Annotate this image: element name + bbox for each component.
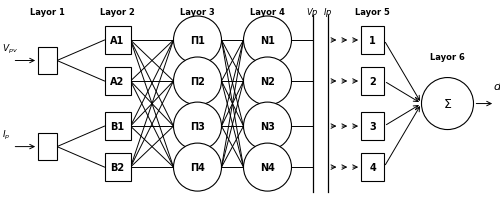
Text: Π2: Π2 — [190, 77, 205, 86]
Ellipse shape — [422, 78, 474, 130]
Ellipse shape — [174, 58, 222, 105]
Text: 3: 3 — [369, 122, 376, 131]
Bar — [361, 112, 384, 141]
Bar — [361, 153, 384, 182]
Bar — [38, 48, 57, 74]
Bar — [38, 134, 57, 160]
Text: Layor 1: Layor 1 — [30, 8, 65, 17]
Ellipse shape — [244, 58, 292, 105]
Text: A1: A1 — [110, 36, 124, 46]
Text: $d$: $d$ — [493, 80, 500, 92]
Bar — [104, 27, 130, 55]
Ellipse shape — [174, 17, 222, 65]
Text: $V_{pv}$: $V_{pv}$ — [2, 42, 18, 55]
Text: Layor 4: Layor 4 — [250, 8, 285, 17]
Bar — [361, 27, 384, 55]
Text: $I_p$: $I_p$ — [2, 128, 11, 141]
Ellipse shape — [244, 103, 292, 150]
Text: N4: N4 — [260, 162, 275, 172]
Bar — [104, 67, 130, 96]
Text: Layor 3: Layor 3 — [180, 8, 215, 17]
Bar — [104, 112, 130, 141]
Ellipse shape — [244, 143, 292, 191]
Text: Layor 6: Layor 6 — [430, 53, 465, 62]
Ellipse shape — [174, 103, 222, 150]
Text: N1: N1 — [260, 36, 275, 46]
Text: A2: A2 — [110, 77, 124, 86]
Text: Layor 2: Layor 2 — [100, 8, 135, 17]
Text: N3: N3 — [260, 122, 275, 131]
Text: Π1: Π1 — [190, 36, 205, 46]
Text: 4: 4 — [369, 162, 376, 172]
Bar — [361, 67, 384, 96]
Text: B1: B1 — [110, 122, 124, 131]
Text: 2: 2 — [369, 77, 376, 86]
Text: N2: N2 — [260, 77, 275, 86]
Text: B2: B2 — [110, 162, 124, 172]
Text: $\Sigma$: $\Sigma$ — [443, 98, 452, 111]
Ellipse shape — [244, 17, 292, 65]
Bar — [104, 153, 130, 182]
Text: $Ip$: $Ip$ — [323, 6, 332, 19]
Text: Π3: Π3 — [190, 122, 205, 131]
Text: Layor 5: Layor 5 — [355, 8, 390, 17]
Ellipse shape — [174, 143, 222, 191]
Text: 1: 1 — [369, 36, 376, 46]
Text: $Vp$: $Vp$ — [306, 6, 319, 19]
Text: Π4: Π4 — [190, 162, 205, 172]
